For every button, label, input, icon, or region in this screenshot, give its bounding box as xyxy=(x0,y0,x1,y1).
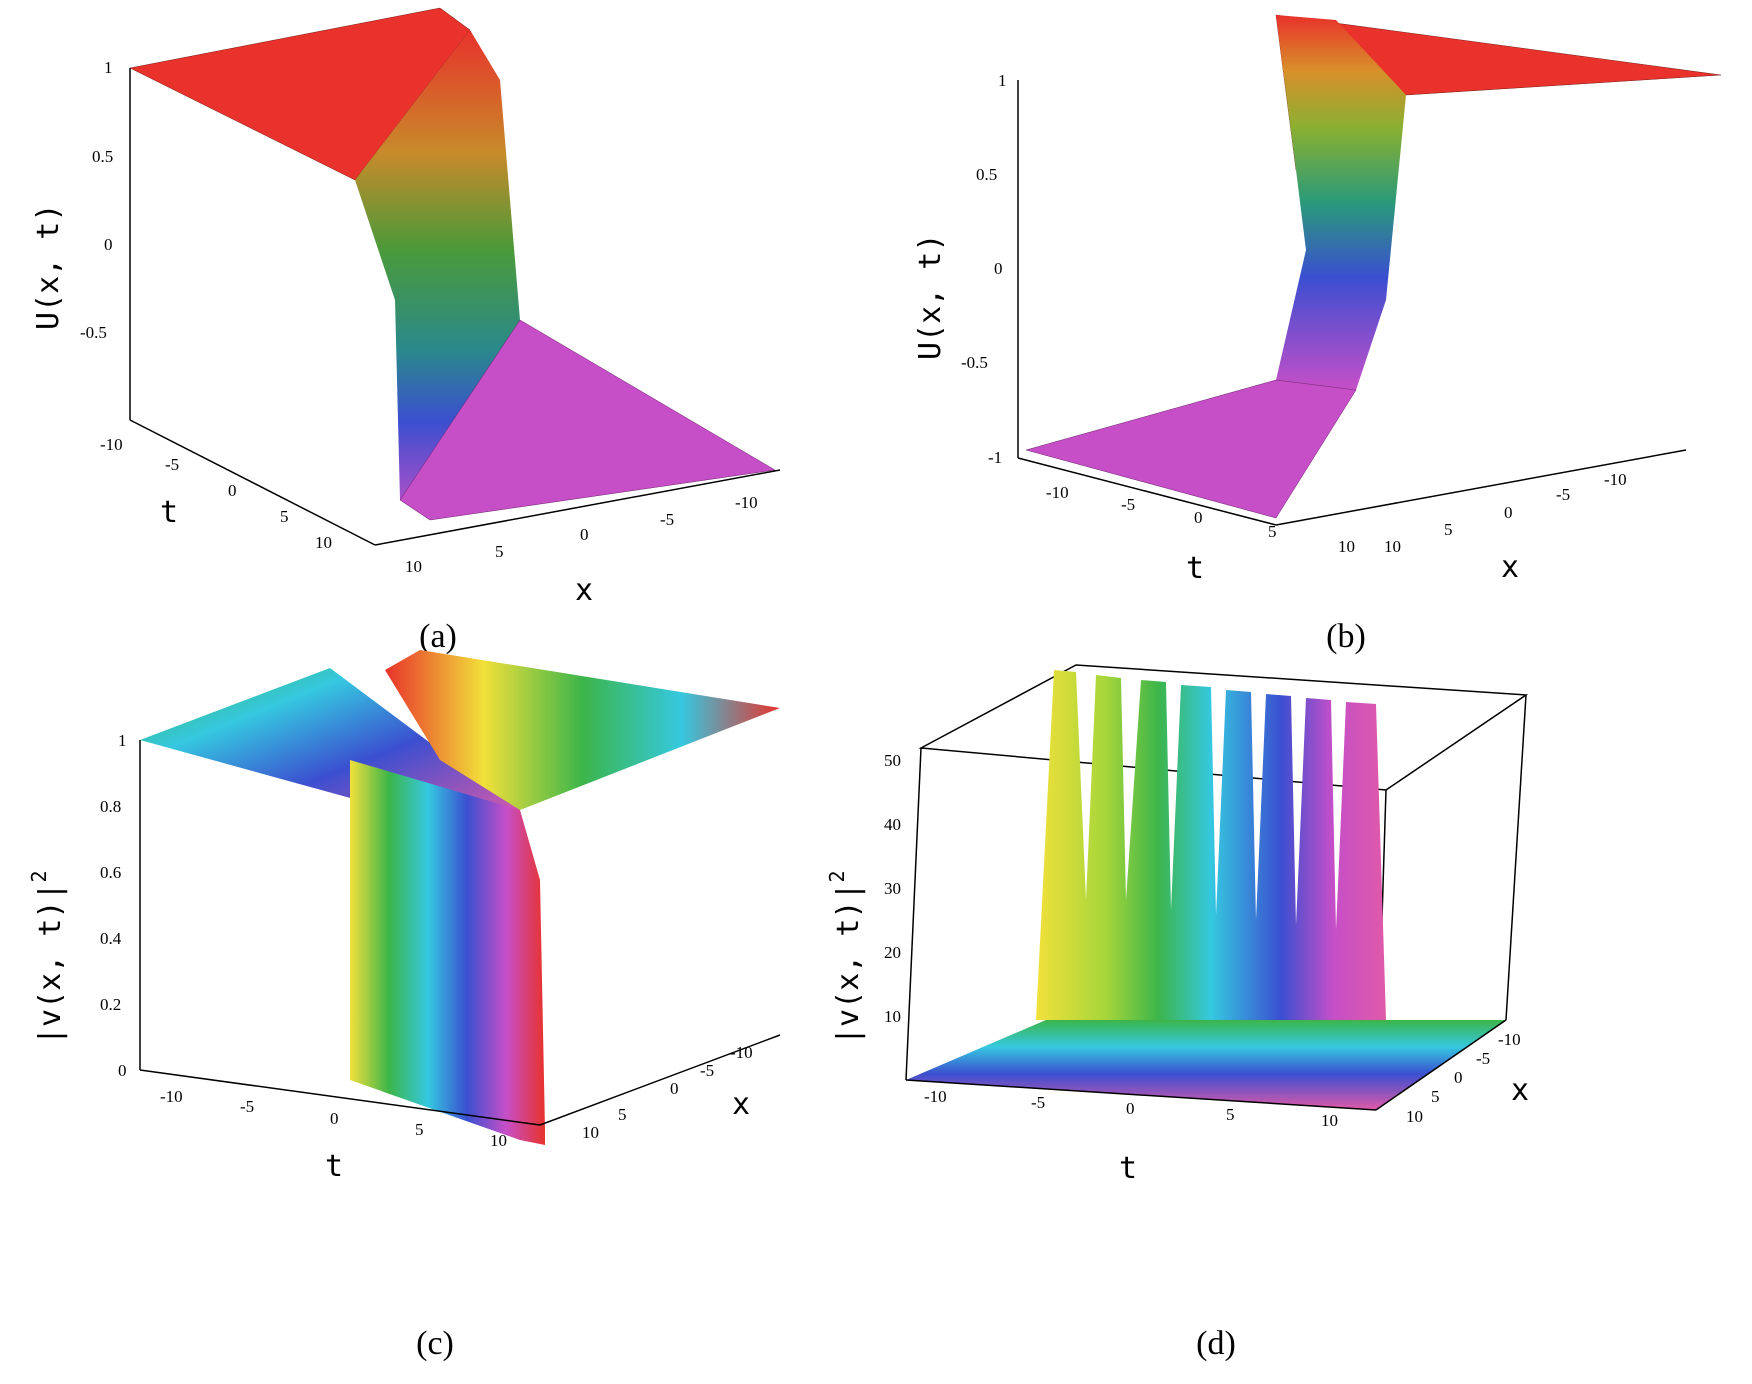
t-tick: 0 xyxy=(330,1109,339,1128)
t-tick: 5 xyxy=(280,507,289,526)
z-tick: 0.2 xyxy=(100,995,121,1014)
t-tick: 5 xyxy=(415,1120,424,1139)
z-axis-label-sup: 2 xyxy=(27,870,51,882)
x-tick: 10 xyxy=(405,557,422,576)
z-axis-label: U(x, t) xyxy=(913,234,948,360)
z-tick: 0 xyxy=(994,259,1003,278)
surface-right-plateau xyxy=(385,650,780,810)
x-tick: 0 xyxy=(1504,503,1513,522)
x-tick: 0 xyxy=(580,525,589,544)
z-tick: -0.5 xyxy=(961,353,988,372)
z-tick: 0.5 xyxy=(92,147,113,166)
surface-left-plateau xyxy=(140,668,520,820)
z-tick: -0.5 xyxy=(80,323,107,342)
caption-d: (d) xyxy=(1196,1325,1236,1362)
z-axis-label-text: |v(x, t)| xyxy=(33,882,68,1045)
x-tick: -5 xyxy=(660,510,674,529)
z-axis-label-text: |v(x, t)| xyxy=(831,882,866,1045)
x-tick: -10 xyxy=(730,1043,753,1062)
panel-a: 1 0.5 0 -0.5 -10 -5 0 5 10 10 5 0 -5 -10… xyxy=(0,0,860,680)
z-axis-label: |v(x, t)|2 xyxy=(27,870,68,1045)
z-tick: 40 xyxy=(884,815,901,834)
t-tick: 10 xyxy=(315,533,332,552)
x-tick: 5 xyxy=(1431,1087,1440,1106)
t-tick: -5 xyxy=(165,455,179,474)
t-tick: -10 xyxy=(100,435,123,454)
z-tick: 0.5 xyxy=(976,165,997,184)
z-tick: 20 xyxy=(884,943,901,962)
z-tick: 0.8 xyxy=(100,797,121,816)
x-tick: 0 xyxy=(670,1079,679,1098)
z-tick: 0 xyxy=(104,235,113,254)
panel-c: 1 0.8 0.6 0.4 0.2 0 -10 -5 0 5 10 10 5 0… xyxy=(0,650,860,1384)
z-tick: 30 xyxy=(884,879,901,898)
t-tick: -5 xyxy=(1031,1093,1045,1112)
x-axis-label: x xyxy=(1501,550,1519,585)
x-tick: -5 xyxy=(1476,1049,1490,1068)
surface-wall xyxy=(1276,15,1406,390)
z-tick: 50 xyxy=(884,751,901,770)
panel-b: 1 0.5 0 -0.5 -1 -10 -5 0 5 10 10 5 0 -5 … xyxy=(876,0,1752,680)
z-tick: 0.4 xyxy=(100,929,122,948)
t-tick: 0 xyxy=(1194,508,1203,527)
x-tick: 5 xyxy=(618,1105,627,1124)
z-axis-label-sup: 2 xyxy=(825,870,849,882)
x-axis-label: x xyxy=(575,573,593,608)
surface-floor xyxy=(906,1020,1506,1110)
x-tick: -10 xyxy=(735,493,758,512)
x-tick: 5 xyxy=(1444,520,1453,539)
t-tick: -10 xyxy=(160,1087,183,1106)
x-tick: 0 xyxy=(1454,1068,1463,1087)
t-tick: 10 xyxy=(1321,1111,1338,1130)
t-axis-label: t xyxy=(1186,551,1204,586)
plot-a: 1 0.5 0 -0.5 -10 -5 0 5 10 10 5 0 -5 -10… xyxy=(31,7,781,608)
panel-d: 50 40 30 20 10 -10 -5 0 5 10 10 5 0 -5 -… xyxy=(825,664,1752,1384)
surface-bottom xyxy=(399,319,776,521)
surface-wall xyxy=(350,760,545,1145)
x-tick: 5 xyxy=(495,542,504,561)
z-tick: 1 xyxy=(998,71,1007,90)
plot-c: 1 0.8 0.6 0.4 0.2 0 -10 -5 0 5 10 10 5 0… xyxy=(27,650,781,1184)
t-tick: -10 xyxy=(924,1087,947,1106)
t-tick: 10 xyxy=(490,1131,507,1150)
t-axis-label: t xyxy=(1119,1151,1137,1186)
t-axis-label: t xyxy=(160,495,178,530)
z-tick: 10 xyxy=(884,1007,901,1026)
surface-bottom xyxy=(1025,379,1357,519)
z-tick: -1 xyxy=(988,448,1002,467)
z-axis-label: U(x, t) xyxy=(31,204,66,330)
z-tick: 1 xyxy=(118,731,127,750)
x-tick: 10 xyxy=(582,1123,599,1142)
z-tick: 0 xyxy=(118,1061,127,1080)
caption-a: (a) xyxy=(419,618,457,655)
x-tick: -10 xyxy=(1604,470,1627,489)
t-tick: 0 xyxy=(1126,1099,1135,1118)
plot-b: 1 0.5 0 -0.5 -1 -10 -5 0 5 10 10 5 0 -5 … xyxy=(913,14,1722,586)
z-tick: 0.6 xyxy=(100,863,121,882)
t-tick: -5 xyxy=(1121,495,1135,514)
t-tick: -10 xyxy=(1046,483,1069,502)
t-tick: 5 xyxy=(1268,522,1277,541)
caption-b: (b) xyxy=(1326,618,1366,655)
t-tick: 5 xyxy=(1226,1105,1235,1124)
plot-d: 50 40 30 20 10 -10 -5 0 5 10 10 5 0 -5 -… xyxy=(825,664,1529,1186)
z-axis-label: |v(x, t)|2 xyxy=(825,870,866,1045)
x-tick: 10 xyxy=(1384,537,1401,556)
x-tick: -5 xyxy=(700,1061,714,1080)
t-axis-label: t xyxy=(325,1149,343,1184)
z-tick: 1 xyxy=(104,58,113,77)
t-tick: 10 xyxy=(1338,537,1355,556)
x-axis-label: x xyxy=(732,1087,750,1122)
t-tick: -5 xyxy=(240,1097,254,1116)
x-tick: -10 xyxy=(1498,1030,1521,1049)
x-axis-label: x xyxy=(1511,1073,1529,1108)
x-tick: -5 xyxy=(1556,485,1570,504)
x-tick: 10 xyxy=(1406,1107,1423,1126)
caption-c: (c) xyxy=(416,1325,454,1362)
surface-spikes xyxy=(1036,670,1386,1020)
t-tick: 0 xyxy=(228,481,237,500)
